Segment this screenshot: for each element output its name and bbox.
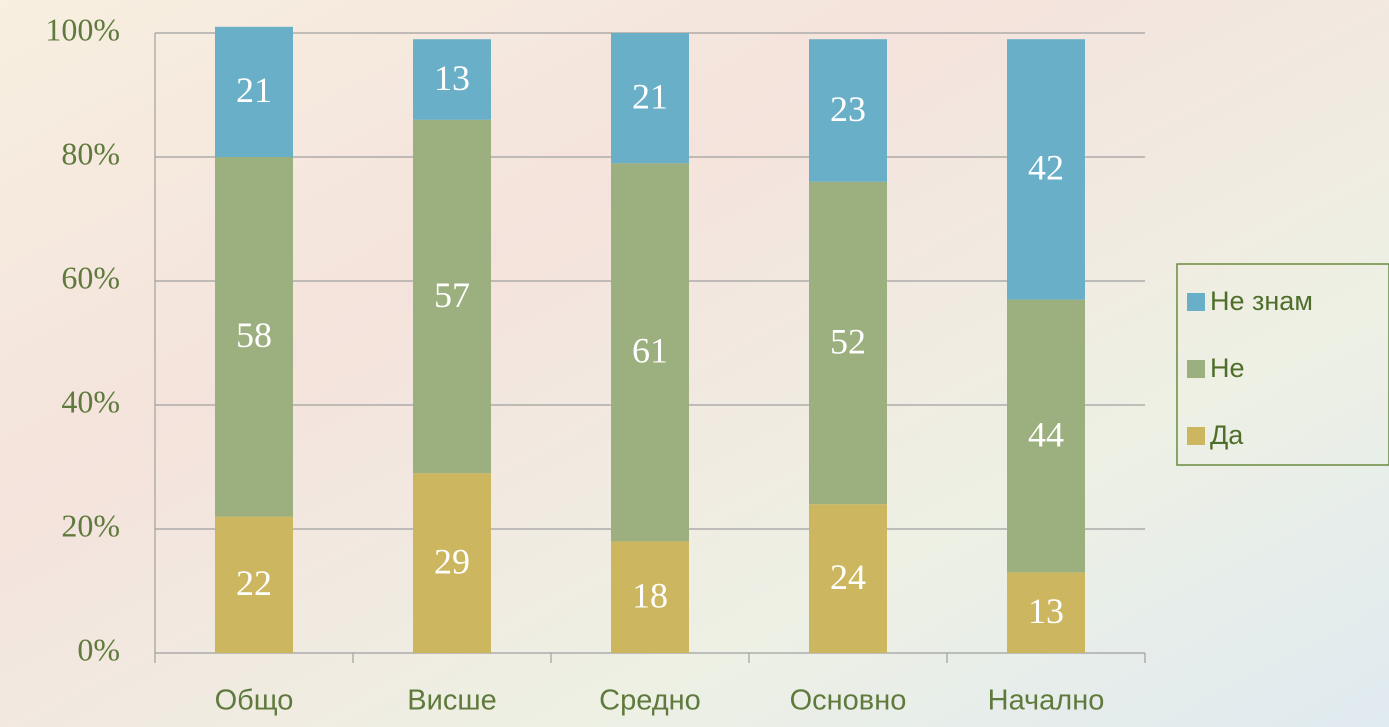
page: {"chart_data": {"type": "stacked-bar", "…	[0, 0, 1389, 727]
legend-swatch	[1187, 293, 1205, 311]
data-label: 24	[830, 557, 866, 597]
data-label: 21	[236, 70, 272, 110]
y-tick-label: 80%	[61, 135, 120, 171]
background	[0, 0, 1389, 727]
y-tick-label: 60%	[61, 259, 120, 295]
data-label: 23	[830, 89, 866, 129]
chart: 0% 20% 40% 60% 80% 100% Общо 22 58 21 Висше 29 57 13 С…	[0, 0, 1389, 727]
data-label: 18	[632, 575, 668, 615]
data-label: 58	[236, 315, 272, 355]
data-label: 29	[434, 541, 470, 581]
y-tick-label: 20%	[61, 507, 120, 543]
data-label: 21	[632, 76, 668, 116]
data-label: 13	[434, 58, 470, 98]
x-tick-label: Висше	[407, 685, 496, 717]
legend-swatch	[1187, 427, 1205, 445]
legend-label: Не	[1210, 353, 1245, 383]
data-label: 44	[1028, 414, 1064, 454]
y-tick-label: 100%	[45, 11, 120, 47]
y-tick-label: 0%	[77, 631, 120, 667]
data-label: 13	[1028, 591, 1064, 631]
legend-label: Не знам	[1210, 286, 1313, 316]
x-tick-label: Средно	[599, 685, 701, 717]
x-tick-label: Общо	[215, 685, 294, 717]
data-label: 42	[1028, 148, 1064, 188]
data-label: 57	[434, 275, 470, 315]
data-label: 22	[236, 563, 272, 603]
y-tick-label: 40%	[61, 383, 120, 419]
x-tick-label: Основно	[790, 685, 907, 717]
legend-label: Да	[1210, 420, 1244, 450]
legend-swatch	[1187, 360, 1205, 378]
x-tick-label: Начално	[988, 685, 1105, 717]
data-label: 61	[632, 331, 668, 371]
data-label: 52	[830, 321, 866, 361]
